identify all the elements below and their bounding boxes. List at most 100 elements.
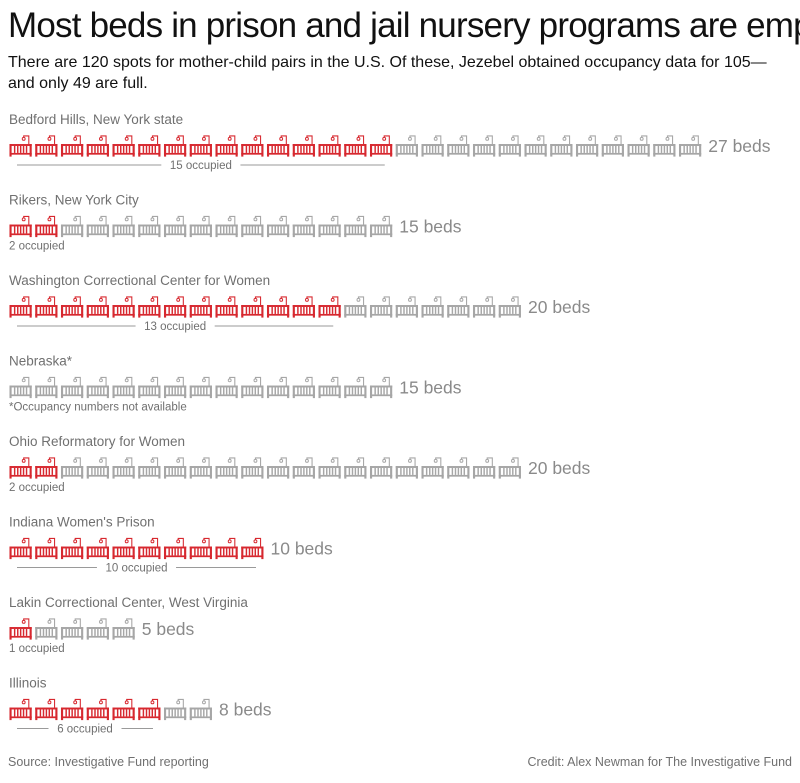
- crib-icon: [189, 457, 213, 479]
- crib-icon: [86, 457, 110, 479]
- crib-icon: [86, 698, 110, 721]
- crib-icon: [395, 457, 419, 479]
- occupied-label: 2 occupied: [9, 241, 65, 253]
- crib-icon: [318, 457, 342, 479]
- crib-icon: [112, 135, 136, 157]
- crib-icon: [34, 698, 58, 721]
- crib-icon: [343, 457, 367, 479]
- bed-count-label: 15 beds: [399, 378, 462, 398]
- crib-icon: [292, 296, 316, 318]
- crib-icon: [189, 296, 213, 318]
- crib-icon: [60, 215, 84, 238]
- crib-icon: [240, 457, 264, 479]
- credit-note: Credit: Alex Newman for The Investigativ…: [527, 755, 792, 769]
- crib-icon: [627, 135, 651, 157]
- crib-icon: [369, 376, 393, 399]
- crib-icon: [163, 698, 187, 721]
- bed-count-label: 10 beds: [271, 539, 334, 559]
- crib-icon: [369, 215, 393, 238]
- crib-icon: [137, 457, 161, 479]
- crib-icon: [498, 457, 522, 479]
- occupied-label: 15 occupied: [170, 160, 232, 172]
- occupied-label: 2 occupied: [9, 482, 65, 494]
- series-name: Ohio Reformatory for Women: [9, 434, 185, 449]
- crib-icon: [60, 135, 84, 157]
- crib-icon: [86, 537, 110, 560]
- crib-icon: [9, 135, 33, 157]
- crib-icon: [60, 537, 84, 560]
- crib-icon: [34, 457, 58, 479]
- crib-icon: [575, 135, 599, 157]
- series-name: Lakin Correctional Center, West Virginia: [9, 595, 248, 610]
- crib-icon: [34, 215, 58, 238]
- crib-icon: [60, 296, 84, 318]
- crib-icon: [112, 537, 136, 560]
- crib-icon: [240, 215, 264, 238]
- occupied-label: 13 occupied: [144, 321, 206, 333]
- crib-icon: [189, 135, 213, 157]
- crib-icon: [137, 296, 161, 318]
- crib-icon: [292, 376, 316, 399]
- crib-icon: [163, 537, 187, 560]
- crib-icon: [266, 135, 290, 157]
- crib-icon: [318, 135, 342, 157]
- crib-icon: [112, 376, 136, 399]
- crib-icon: [34, 296, 58, 318]
- series-name: Washington Correctional Center for Women: [9, 273, 270, 288]
- crib-icon: [9, 618, 33, 640]
- crib-icon: [524, 135, 548, 157]
- crib-icon: [163, 457, 187, 479]
- crib-icon: [163, 376, 187, 399]
- crib-icon: [163, 296, 187, 318]
- crib-icon: [112, 215, 136, 238]
- series-name: Indiana Women's Prison: [9, 515, 155, 530]
- crib-icon: [215, 215, 239, 238]
- crib-icon: [215, 296, 239, 318]
- crib-icon: [215, 135, 239, 157]
- occupied-label: 10 occupied: [105, 563, 167, 575]
- crib-icon: [318, 215, 342, 238]
- crib-icon: [549, 135, 573, 157]
- crib-icon: [34, 537, 58, 560]
- crib-icon: [215, 457, 239, 479]
- crib-icon: [137, 135, 161, 157]
- crib-icon: [137, 537, 161, 560]
- crib-icon: [189, 537, 213, 560]
- crib-icon: [112, 457, 136, 479]
- crib-icon: [292, 135, 316, 157]
- crib-icon: [86, 296, 110, 318]
- crib-icon: [446, 296, 470, 318]
- crib-icon: [292, 215, 316, 238]
- occupied-label: 1 occupied: [9, 643, 65, 655]
- crib-icon: [86, 215, 110, 238]
- crib-icon: [472, 296, 496, 318]
- crib-icon: [652, 135, 676, 157]
- crib-icon: [601, 135, 625, 157]
- crib-icon: [112, 618, 136, 640]
- bed-count-label: 20 beds: [528, 458, 591, 478]
- series-name: Illinois: [9, 676, 47, 691]
- crib-icon: [240, 376, 264, 399]
- crib-icon: [498, 135, 522, 157]
- source-note: Source: Investigative Fund reporting: [8, 755, 209, 769]
- crib-icon: [60, 698, 84, 721]
- bed-count-label: 20 beds: [528, 297, 591, 317]
- bed-count-label: 27 beds: [708, 136, 771, 156]
- crib-icon: [678, 135, 702, 157]
- crib-icon: [189, 215, 213, 238]
- occupied-label: *Occupancy numbers not available: [9, 402, 187, 414]
- crib-icon: [421, 296, 445, 318]
- crib-icon: [421, 457, 445, 479]
- crib-icon: [498, 296, 522, 318]
- crib-icon: [318, 376, 342, 399]
- crib-icon: [189, 698, 213, 721]
- crib-icon: [343, 296, 367, 318]
- bed-count-label: 5 beds: [142, 619, 195, 639]
- crib-icon: [446, 135, 470, 157]
- crib-icon: [9, 698, 33, 721]
- crib-icon: [9, 376, 33, 399]
- crib-icon: [60, 618, 84, 640]
- crib-icon: [240, 296, 264, 318]
- crib-icon: [112, 698, 136, 721]
- crib-icon: [86, 618, 110, 640]
